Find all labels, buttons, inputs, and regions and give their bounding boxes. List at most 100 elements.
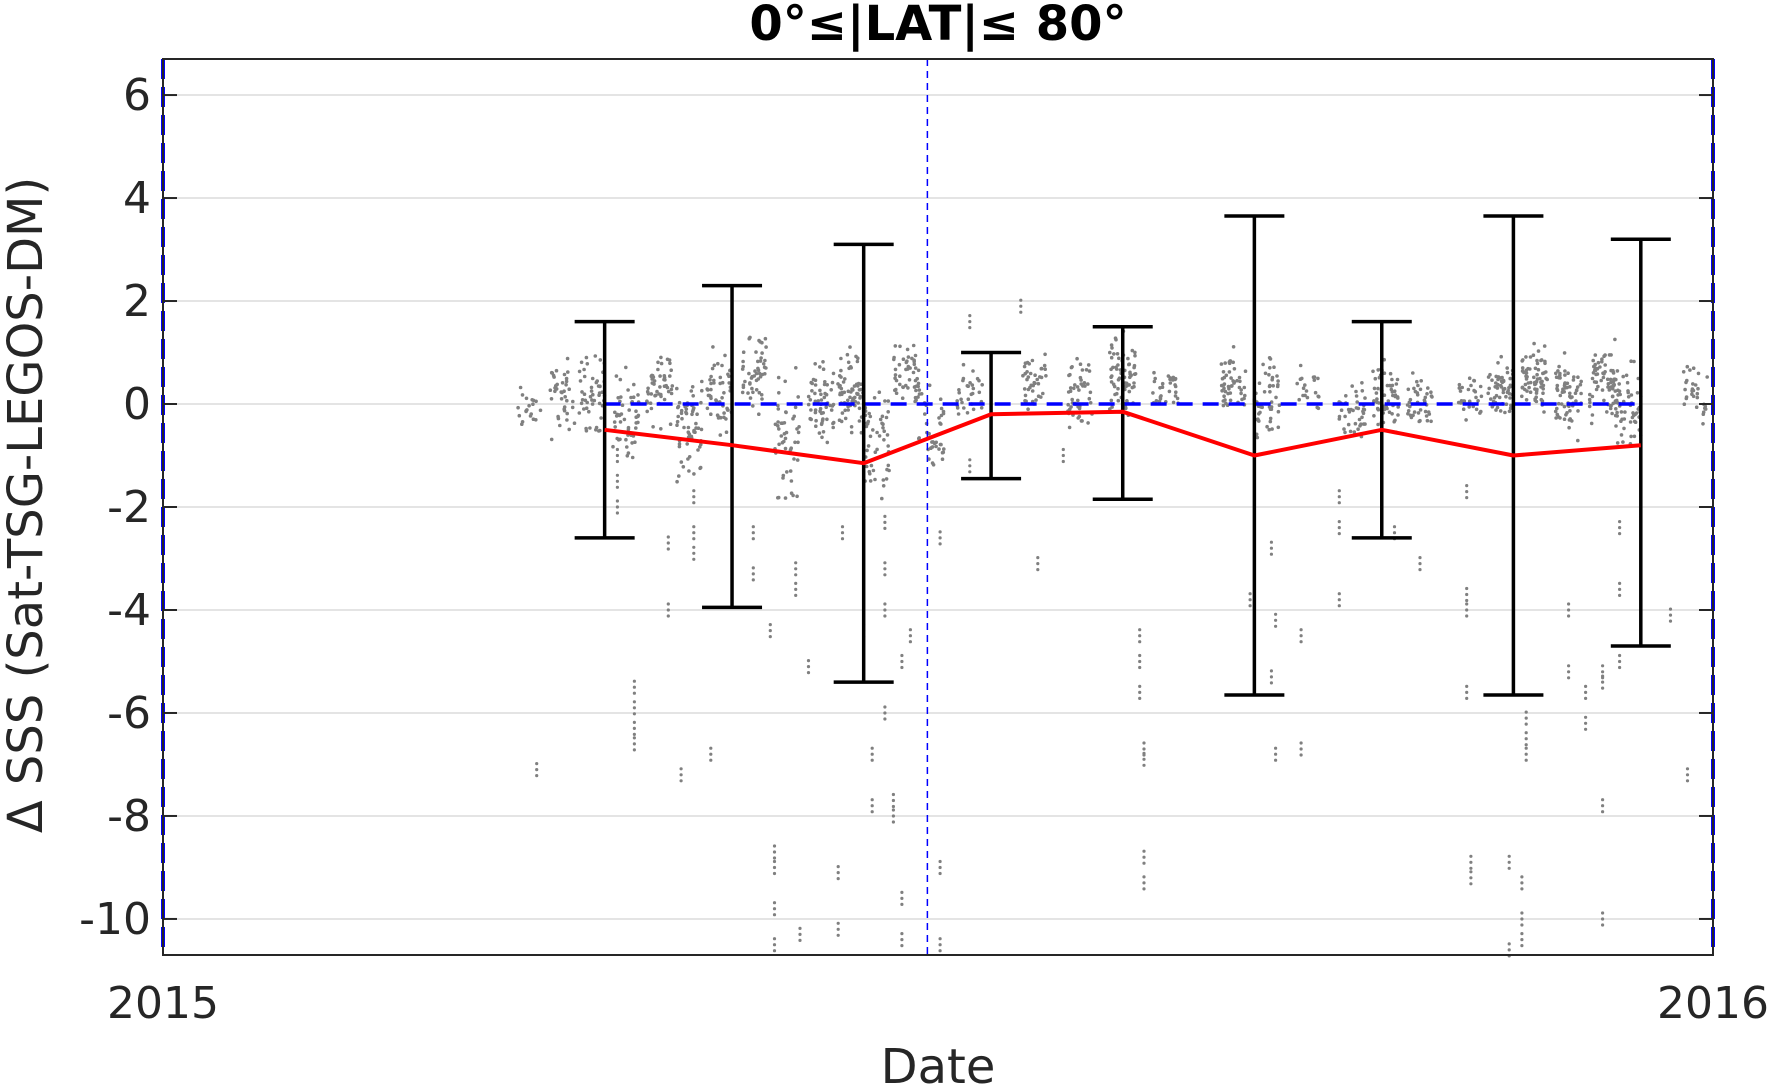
outlier-point bbox=[1524, 710, 1528, 714]
scatter-point bbox=[634, 421, 638, 425]
outlier-point bbox=[1299, 640, 1303, 644]
outlier-point bbox=[666, 535, 670, 539]
scatter-point bbox=[1574, 399, 1578, 403]
outlier-point bbox=[806, 659, 811, 663]
scatter-point bbox=[1130, 348, 1135, 353]
scatter-point bbox=[1376, 422, 1380, 427]
scatter-point bbox=[1243, 369, 1248, 374]
scatter-point bbox=[572, 421, 577, 426]
outlier-point bbox=[632, 691, 637, 695]
scatter-point bbox=[1265, 424, 1269, 429]
scatter-point bbox=[1478, 384, 1483, 389]
scatter-point bbox=[1608, 406, 1613, 411]
scatter-point bbox=[849, 425, 854, 429]
scatter-point bbox=[584, 406, 589, 411]
scatter-point bbox=[1374, 391, 1379, 395]
scatter-point bbox=[919, 392, 924, 396]
scatter-point bbox=[1068, 407, 1072, 412]
scatter-point bbox=[756, 359, 760, 364]
scatter-point bbox=[846, 360, 851, 365]
scatter-point bbox=[1268, 390, 1272, 394]
scatter-point bbox=[1222, 386, 1226, 391]
scatter-point bbox=[1295, 381, 1299, 386]
outlier-point bbox=[870, 810, 874, 814]
scatter-point bbox=[1593, 362, 1597, 367]
outlier-point bbox=[1138, 690, 1142, 695]
outlier-point bbox=[794, 567, 798, 571]
scatter-point bbox=[559, 390, 563, 394]
scatter-point bbox=[622, 417, 627, 422]
outlier-point bbox=[1465, 586, 1469, 591]
scatter-point bbox=[817, 431, 822, 435]
scatter-point bbox=[1498, 409, 1503, 413]
scatter-point bbox=[723, 353, 727, 358]
outlier-point bbox=[883, 561, 887, 565]
outlier-point bbox=[891, 808, 896, 812]
scatter-point bbox=[579, 401, 584, 406]
scatter-point bbox=[1109, 343, 1114, 347]
scatter-point bbox=[1508, 406, 1513, 411]
scatter-point bbox=[959, 397, 963, 402]
scatter-point bbox=[587, 409, 591, 414]
scatter-point bbox=[760, 340, 764, 345]
scatter-point bbox=[977, 390, 982, 395]
outlier-point bbox=[883, 608, 887, 612]
scatter-point bbox=[1691, 382, 1695, 386]
scatter-point bbox=[1624, 373, 1629, 378]
scatter-point bbox=[1610, 411, 1614, 416]
scatter-point bbox=[1591, 371, 1596, 375]
scatter-point bbox=[624, 365, 628, 370]
outlier-point bbox=[772, 865, 777, 870]
scatter-point bbox=[887, 468, 891, 473]
outlier-point bbox=[1584, 715, 1588, 719]
scatter-point bbox=[1133, 353, 1137, 358]
scatter-point bbox=[1567, 425, 1571, 430]
scatter-point bbox=[565, 398, 569, 403]
outlier-point bbox=[768, 623, 772, 627]
scatter-point bbox=[1533, 382, 1538, 386]
scatter-point bbox=[1598, 365, 1602, 369]
scatter-point bbox=[1168, 376, 1173, 380]
outlier-point bbox=[1524, 716, 1528, 720]
outlier-point bbox=[632, 748, 637, 752]
scatter-point bbox=[531, 417, 536, 422]
scatter-point bbox=[1039, 366, 1044, 371]
scatter-point bbox=[1086, 382, 1090, 386]
scatter-point bbox=[1127, 389, 1132, 394]
scatter-point bbox=[580, 398, 585, 402]
x-axis-ticks: 2015 2016 bbox=[107, 941, 1769, 1029]
scatter-point bbox=[960, 400, 964, 405]
scatter-point bbox=[625, 445, 629, 449]
scatter-point bbox=[1426, 386, 1430, 390]
scatter-point bbox=[1596, 384, 1600, 389]
scatter-point bbox=[923, 412, 927, 416]
y-tick-label: 4 bbox=[123, 173, 151, 224]
scatter-point bbox=[741, 350, 746, 355]
outlier-point bbox=[1618, 587, 1622, 592]
scatter-point bbox=[1555, 406, 1559, 411]
scatter-point bbox=[784, 410, 788, 414]
outlier-point bbox=[883, 711, 887, 715]
scatter-point bbox=[916, 384, 920, 389]
scatter-point bbox=[831, 371, 836, 376]
outlier-point bbox=[751, 578, 755, 582]
scatter-point bbox=[1023, 393, 1028, 398]
scatter-point bbox=[747, 371, 751, 376]
scatter-point bbox=[796, 395, 800, 399]
scatter-point bbox=[551, 373, 556, 378]
scatter-point bbox=[1130, 385, 1135, 390]
scatter-point bbox=[1467, 399, 1472, 404]
scatter-point bbox=[1388, 371, 1393, 376]
scatter-point bbox=[1523, 382, 1528, 387]
scatter-point bbox=[1221, 399, 1226, 403]
scatter-point bbox=[1303, 383, 1307, 387]
outlier-point bbox=[1524, 758, 1528, 762]
scatter-point bbox=[675, 419, 680, 424]
scatter-point bbox=[839, 419, 844, 424]
outlier-point bbox=[900, 653, 904, 658]
scatter-point bbox=[916, 381, 921, 386]
scatter-point bbox=[829, 408, 834, 412]
scatter-point bbox=[1524, 355, 1528, 359]
scatter-point bbox=[517, 413, 522, 418]
scatter-point bbox=[1082, 381, 1087, 385]
